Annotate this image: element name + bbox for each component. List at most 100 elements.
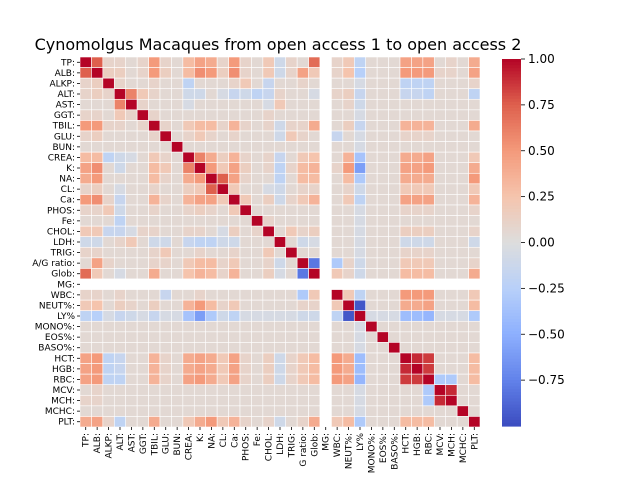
heatmap-cell bbox=[319, 162, 332, 174]
heatmap-cell bbox=[422, 56, 435, 68]
colorbar-segment bbox=[502, 364, 521, 369]
heatmap-cell bbox=[125, 257, 138, 269]
heatmap-cell bbox=[285, 162, 298, 174]
heatmap-cell bbox=[273, 67, 287, 79]
heatmap-cell bbox=[216, 384, 229, 396]
heatmap-cell bbox=[445, 416, 458, 428]
heatmap-cell bbox=[102, 109, 115, 121]
heatmap-cell bbox=[365, 278, 378, 290]
heatmap-cell bbox=[365, 352, 378, 364]
heatmap-cell bbox=[102, 299, 115, 312]
heatmap-cell bbox=[376, 88, 389, 100]
heatmap-cell bbox=[331, 120, 344, 132]
heatmap-cell bbox=[171, 405, 184, 417]
heatmap-cell bbox=[216, 98, 229, 111]
heatmap-cell bbox=[113, 342, 127, 354]
heatmap-cell bbox=[171, 342, 184, 354]
heatmap-cell bbox=[365, 183, 378, 195]
heatmap-cell bbox=[251, 67, 264, 79]
heatmap-cell bbox=[148, 405, 161, 417]
heatmap-cell bbox=[148, 98, 161, 111]
colorbar-tick-label: 0.00 bbox=[528, 236, 555, 250]
heatmap-cell bbox=[159, 204, 172, 216]
heatmap-cell bbox=[353, 331, 367, 343]
heatmap-cell bbox=[251, 172, 264, 185]
heatmap-cell bbox=[388, 130, 401, 142]
heatmap-cell bbox=[411, 172, 424, 185]
heatmap-cell bbox=[285, 236, 298, 248]
heatmap-cell bbox=[205, 77, 218, 90]
colorbar-segment bbox=[502, 416, 521, 421]
row-label: MONO%: bbox=[35, 323, 75, 333]
heatmap-cell bbox=[159, 130, 172, 142]
heatmap-cell bbox=[136, 299, 149, 312]
colorbar-segment bbox=[502, 214, 521, 219]
colorbar-segment bbox=[502, 285, 521, 289]
heatmap-cell bbox=[228, 88, 241, 100]
heatmap-cell bbox=[159, 225, 172, 238]
heatmap-cell bbox=[113, 310, 127, 322]
heatmap-cell bbox=[445, 183, 458, 195]
heatmap-cell bbox=[216, 373, 229, 386]
heatmap-cell bbox=[125, 98, 138, 111]
heatmap-cell bbox=[79, 172, 92, 185]
colorbar-segment bbox=[502, 135, 521, 140]
heatmap-cell bbox=[216, 204, 229, 216]
heatmap-cell bbox=[433, 204, 447, 216]
heatmap-cell bbox=[193, 331, 207, 343]
heatmap-cell bbox=[296, 172, 309, 185]
heatmap-cell bbox=[273, 363, 287, 375]
heatmap-cell bbox=[319, 225, 332, 238]
heatmap-cell bbox=[376, 342, 389, 354]
heatmap-cell bbox=[228, 204, 241, 216]
heatmap-cell bbox=[399, 215, 412, 227]
heatmap-cell bbox=[456, 151, 469, 164]
heatmap-cell bbox=[136, 289, 149, 301]
heatmap-cell bbox=[388, 162, 401, 174]
heatmap-cell bbox=[319, 268, 332, 280]
heatmap-cell bbox=[445, 130, 458, 142]
heatmap-cell bbox=[399, 299, 412, 312]
heatmap-cell bbox=[319, 98, 332, 111]
heatmap-cell bbox=[102, 204, 115, 216]
heatmap-cell bbox=[285, 384, 298, 396]
colorbar-segment bbox=[502, 413, 521, 418]
heatmap-cell bbox=[353, 257, 367, 269]
colorbar-tick-label: 0.25 bbox=[528, 190, 555, 204]
heatmap-cell bbox=[125, 120, 138, 132]
heatmap-cell bbox=[79, 299, 92, 312]
heatmap-cell bbox=[388, 278, 401, 290]
heatmap-cell bbox=[285, 268, 298, 280]
colorbar-segment bbox=[502, 331, 521, 335]
heatmap-cell bbox=[193, 405, 207, 417]
heatmap-cell bbox=[365, 151, 378, 164]
heatmap-cell bbox=[251, 141, 264, 153]
heatmap-cell bbox=[273, 162, 287, 174]
heatmap-cell bbox=[353, 109, 367, 121]
colorbar-segment bbox=[502, 98, 521, 103]
heatmap-cell bbox=[136, 67, 149, 79]
heatmap-cell bbox=[422, 225, 435, 238]
heatmap-cell bbox=[79, 257, 92, 269]
heatmap-cell bbox=[79, 416, 92, 428]
heatmap-cell bbox=[376, 67, 389, 79]
heatmap-cell bbox=[273, 204, 287, 216]
heatmap-cell bbox=[239, 416, 252, 428]
heatmap-cell bbox=[411, 405, 424, 417]
heatmap-cell bbox=[342, 109, 355, 121]
heatmap-cell bbox=[342, 215, 355, 227]
heatmap-cell bbox=[79, 77, 92, 90]
heatmap-cell bbox=[296, 141, 309, 153]
heatmap-cell bbox=[262, 278, 275, 290]
heatmap-cell bbox=[319, 172, 332, 185]
heatmap-cell bbox=[205, 183, 218, 195]
heatmap-cell bbox=[433, 320, 447, 333]
heatmap-cell bbox=[216, 172, 229, 185]
heatmap-cell bbox=[422, 120, 435, 132]
heatmap-cell bbox=[182, 130, 195, 142]
heatmap-cell bbox=[296, 405, 309, 417]
heatmap-cell bbox=[193, 246, 207, 259]
heatmap-cell bbox=[171, 151, 184, 164]
heatmap-cell bbox=[285, 352, 298, 364]
heatmap-cell bbox=[113, 373, 127, 386]
